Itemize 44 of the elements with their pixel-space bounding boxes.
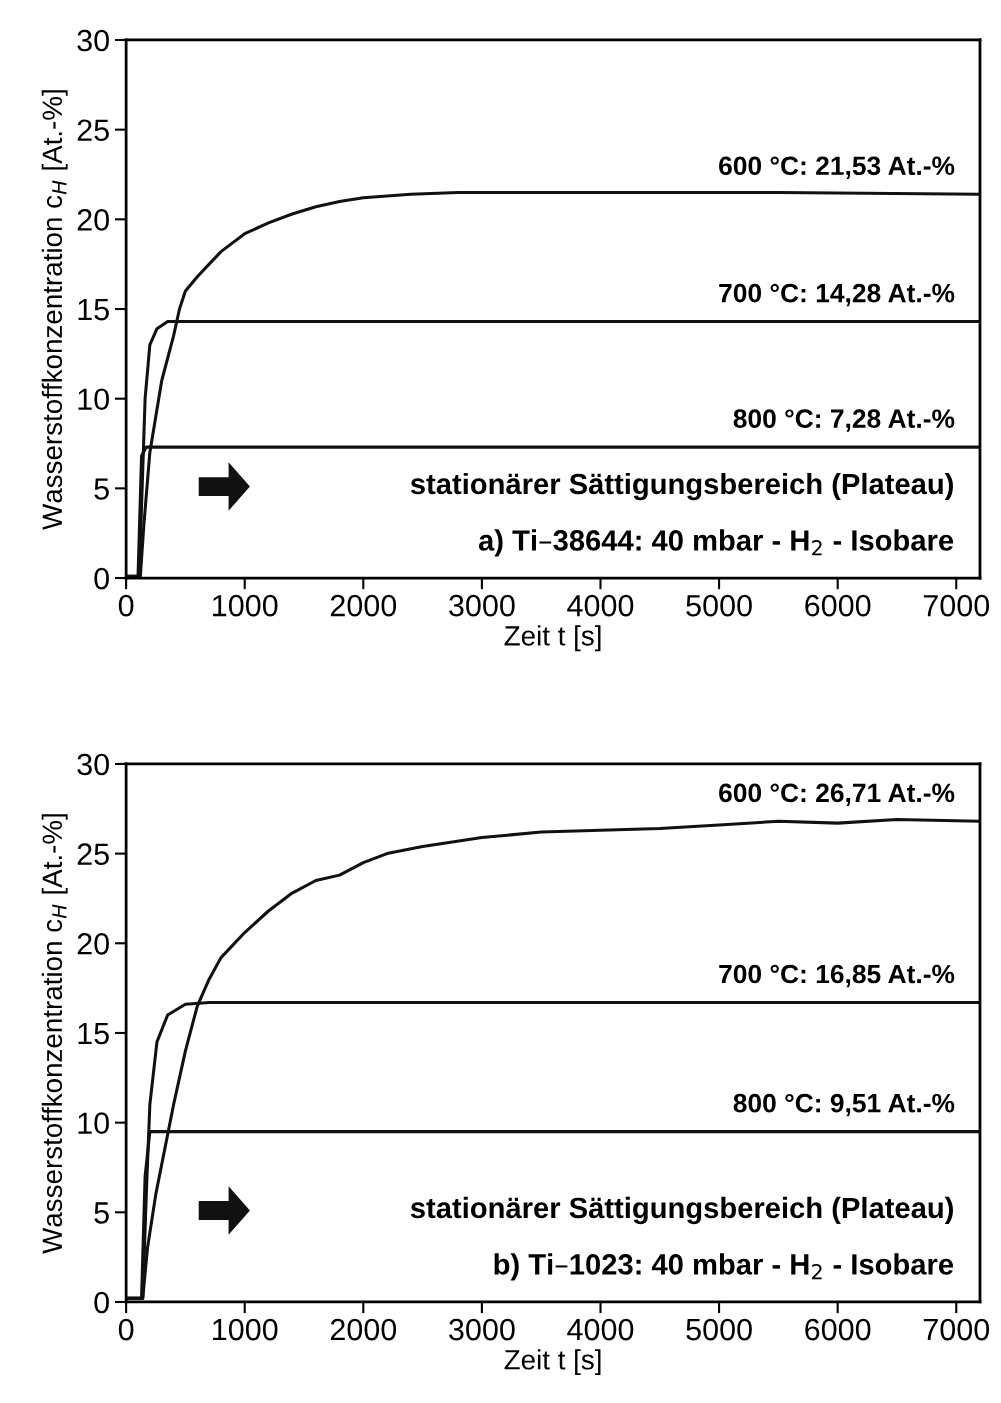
y-tick-label: 5	[94, 478, 109, 500]
x-tick-label: 6000	[805, 1318, 871, 1341]
x-tick-label: 2000	[330, 594, 397, 617]
x-tick-label: 1000	[213, 1318, 278, 1341]
y-tick-label: 5	[94, 1202, 109, 1224]
x-tick-label: 0	[118, 1318, 134, 1341]
annotation: a) Ti–38644: 40 mbar - H$_{2}$ - Isobare	[478, 529, 954, 557]
annotation: b) Ti–1023: 40 mbar - H$_{2}$ - Isobare	[494, 1253, 954, 1281]
x-tick-label: 5000	[686, 1318, 752, 1341]
annotation: stationärer Sättigungsbereich (Plateau)	[410, 1196, 953, 1225]
y-tick-label: 30	[77, 753, 109, 776]
y-tick-label: 25	[77, 843, 109, 865]
series-label: 700 °C: 16,85 At.-%	[719, 964, 955, 988]
series-label: 800 °C: 9,51 At.-%	[733, 1093, 955, 1117]
y-axis-title: Wasserstoffkonzentration c$_{H}$ [At.-%]	[41, 814, 68, 1254]
x-axis-title: Zeit t [s]	[504, 625, 601, 652]
series-label: 600 °C: 21,53 At.-%	[719, 156, 955, 179]
x-tick-label: 4000	[567, 1318, 634, 1341]
series-label: 700 °C: 14,28 At.-%	[719, 283, 955, 307]
y-tick-label: 0	[94, 1291, 109, 1314]
y-tick-label: 10	[78, 388, 109, 411]
y-tick-label: 25	[77, 119, 109, 142]
x-tick-label: 7000	[923, 1318, 990, 1341]
y-tick-label: 20	[77, 933, 109, 955]
x-tick-label: 2000	[330, 1318, 397, 1341]
x-tick-label: 3000	[449, 594, 515, 617]
x-tick-label: 4000	[567, 594, 634, 617]
x-tick-label: 3000	[449, 1318, 515, 1341]
x-tick-label: 6000	[805, 594, 871, 617]
y-tick-label: 20	[77, 209, 109, 231]
y-tick-label: 15	[78, 299, 109, 321]
y-tick-label: 15	[78, 1023, 109, 1045]
x-axis-title: Zeit t [s]	[504, 1349, 601, 1376]
x-tick-label: 7000	[923, 594, 990, 617]
y-tick-label: 0	[94, 567, 109, 590]
annotation: stationärer Sättigungsbereich (Plateau)	[410, 472, 953, 501]
x-tick-label: 5000	[686, 594, 752, 617]
y-tick-label: 10	[78, 1112, 109, 1135]
y-axis-title: Wasserstoffkonzentration c$_{H}$ [At.-%]	[41, 90, 68, 530]
series-label: 800 °C: 7,28 At.-%	[733, 409, 955, 432]
series-label: 600 °C: 26,71 At.-%	[719, 783, 955, 807]
y-tick-label: 30	[77, 29, 109, 52]
x-tick-label: 1000	[213, 594, 278, 617]
x-tick-label: 0	[118, 594, 134, 617]
